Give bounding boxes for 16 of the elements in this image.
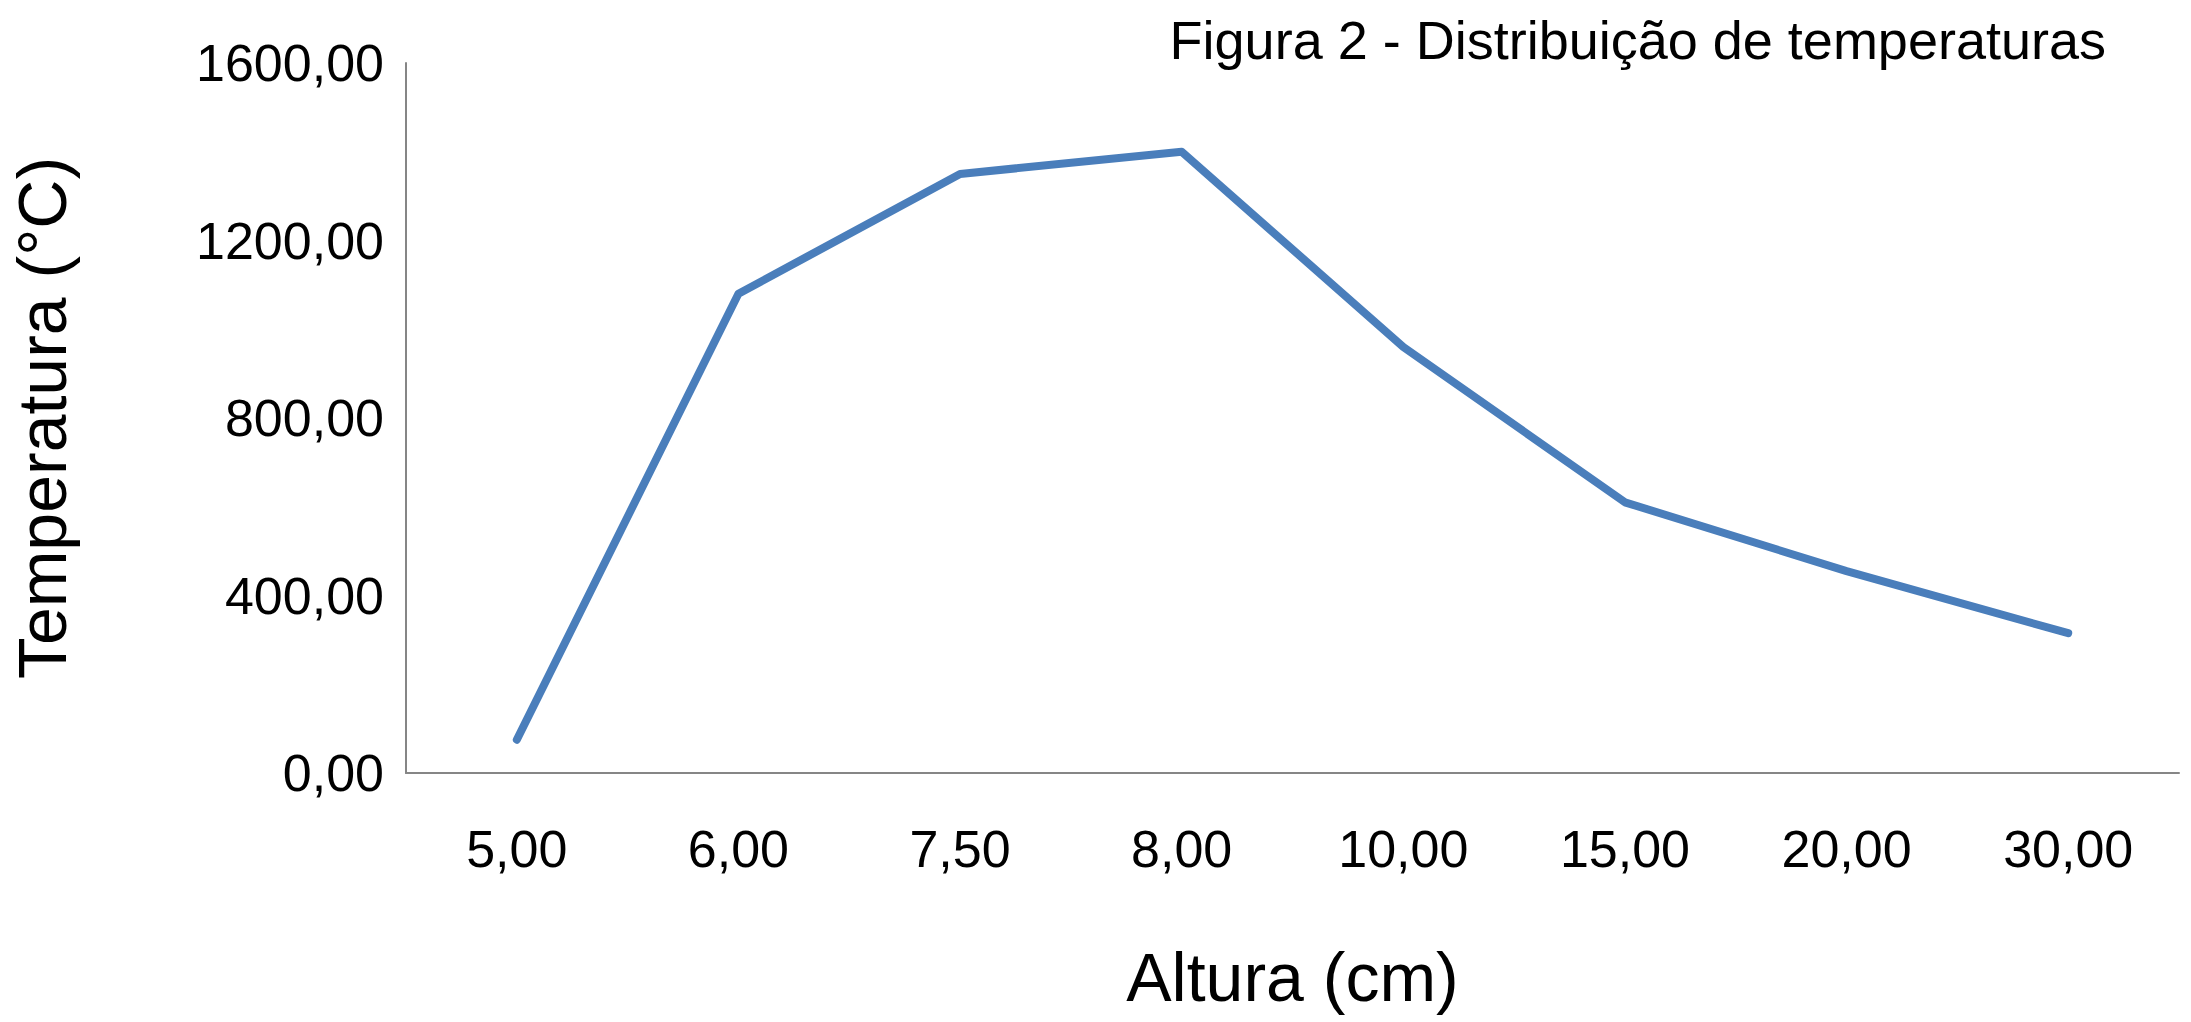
x-tick-label: 8,00 xyxy=(1131,820,1233,878)
x-tick-label: 10,00 xyxy=(1338,820,1469,878)
x-tick-label: 20,00 xyxy=(1781,820,1912,878)
y-tick-label: 400,00 xyxy=(224,566,384,625)
x-tick-label: 15,00 xyxy=(1559,820,1691,878)
y-axis-title: Temperatura (°C) xyxy=(4,156,80,680)
x-tick-label: 5,00 xyxy=(466,820,568,878)
x-axis-title: Altura (cm) xyxy=(1126,939,1459,1015)
y-tick-label: 1600,00 xyxy=(196,34,384,92)
x-tick-label: 30,00 xyxy=(2003,820,2134,878)
y-tick-label: 1200,00 xyxy=(196,211,384,270)
y-tick-label: 800,00 xyxy=(224,389,384,447)
chart-title: Figura 2 - Distribuição de temperaturas xyxy=(1169,10,2106,70)
x-tick-label: 7,50 xyxy=(909,820,1011,878)
x-tick-label: 6,00 xyxy=(687,820,790,878)
y-tick-label: 0,00 xyxy=(282,744,384,802)
